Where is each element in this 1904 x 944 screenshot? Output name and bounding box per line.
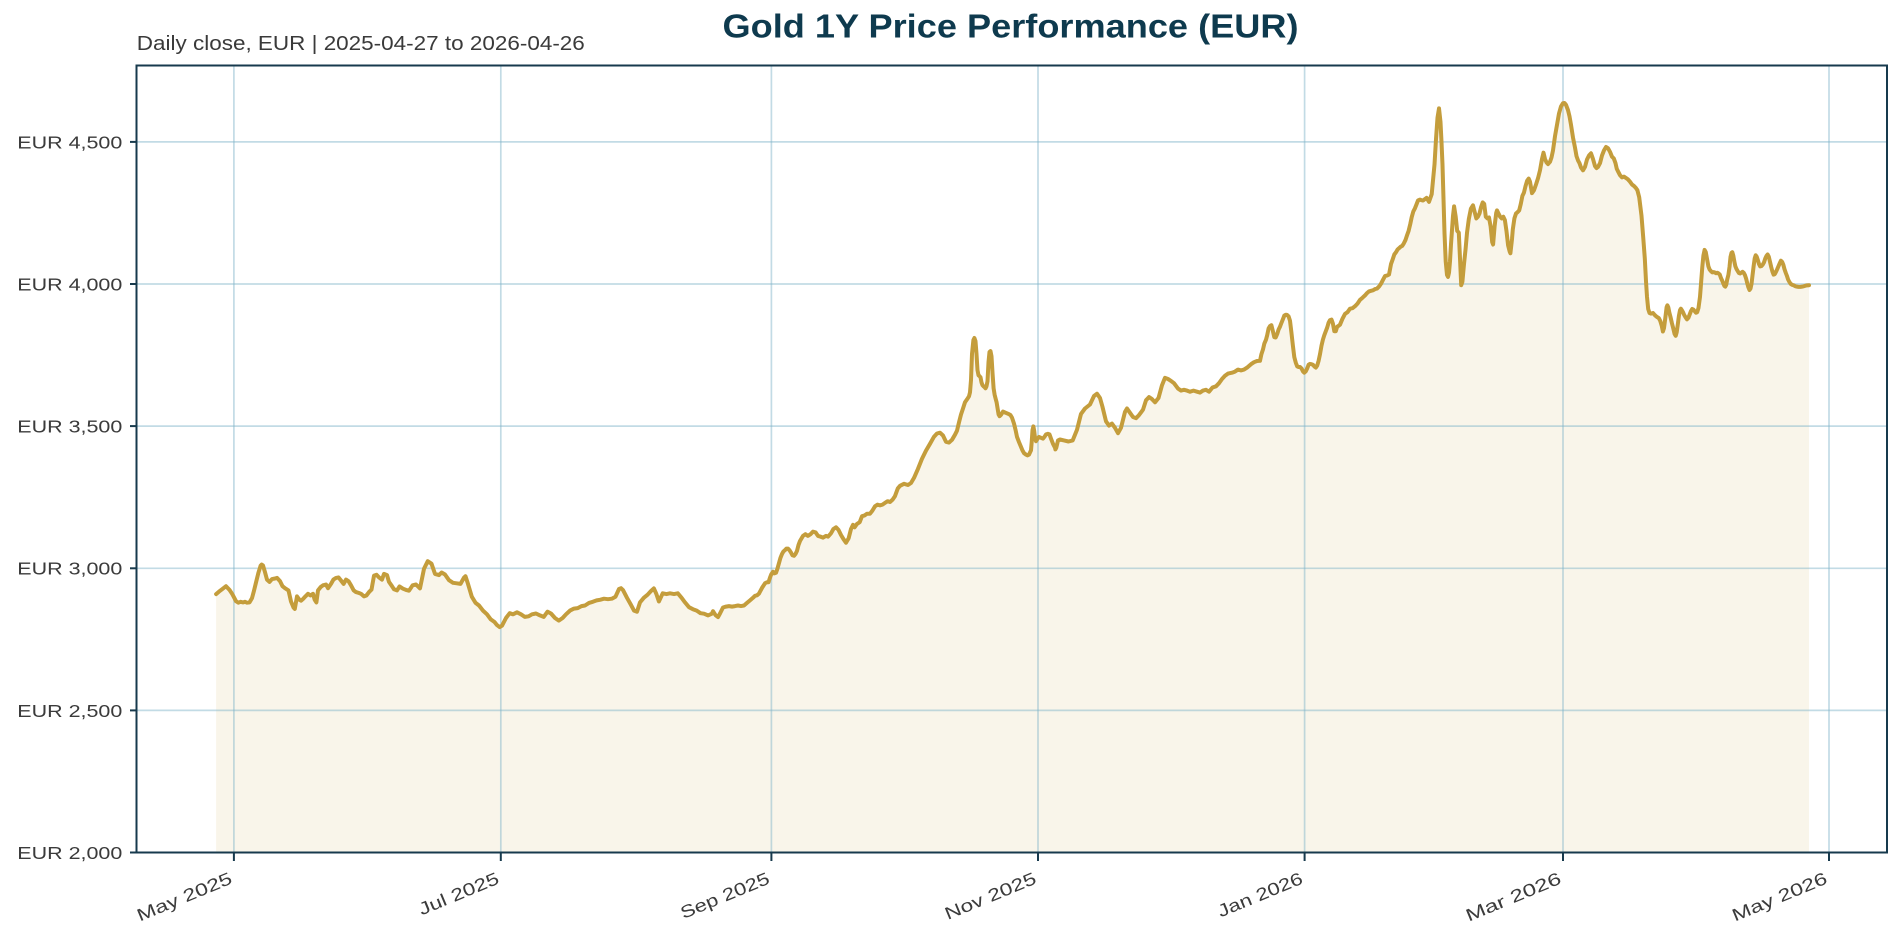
svg-text:Daily close, EUR | 2025-04-27: Daily close, EUR | 2025-04-27 to 2026-04… bbox=[137, 32, 585, 55]
svg-text:Gold 1Y Price Performance (EUR: Gold 1Y Price Performance (EUR) bbox=[723, 9, 1299, 46]
svg-text:EUR 3,500: EUR 3,500 bbox=[17, 417, 122, 437]
svg-text:EUR 4,000: EUR 4,000 bbox=[17, 274, 122, 294]
svg-text:EUR 3,000: EUR 3,000 bbox=[17, 559, 122, 579]
svg-text:EUR 2,500: EUR 2,500 bbox=[17, 701, 122, 721]
svg-text:EUR 4,500: EUR 4,500 bbox=[17, 132, 122, 152]
svg-text:EUR 2,000: EUR 2,000 bbox=[17, 843, 122, 863]
